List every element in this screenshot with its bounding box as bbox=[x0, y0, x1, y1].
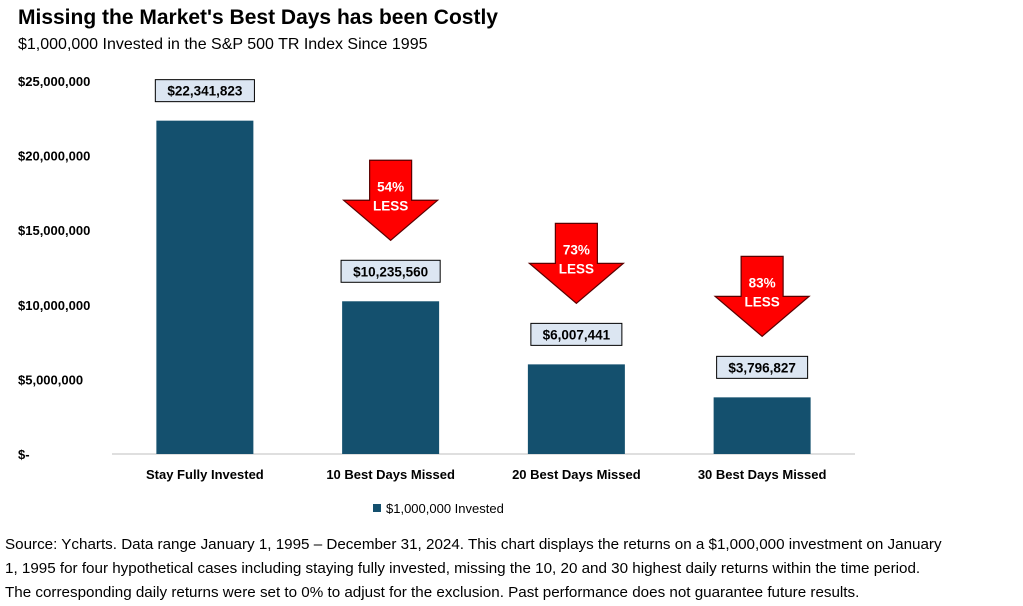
data-label-box bbox=[154, 79, 255, 103]
y-tick-label: $25,000,000 bbox=[18, 74, 90, 89]
bar-chart: $- $5,000,000 $10,000,000 $15,000,000 $20,00… bbox=[18, 74, 855, 516]
down-arrow-icon bbox=[341, 159, 440, 242]
data-label-box bbox=[716, 355, 809, 379]
annotation-percent: 54% bbox=[377, 179, 404, 194]
data-label: $3,796,827 bbox=[728, 360, 796, 375]
annotation-percent: 73% bbox=[563, 242, 590, 257]
annotation-less: LESS bbox=[744, 294, 779, 309]
x-tick-label: Stay Fully Invested bbox=[146, 467, 264, 482]
footnote-line-3: The corresponding daily returns were set… bbox=[5, 584, 860, 601]
legend-swatch bbox=[373, 504, 381, 512]
legend-label: $1,000,000 Invested bbox=[386, 501, 504, 516]
y-tick-label: $10,000,000 bbox=[18, 298, 90, 313]
y-tick-label: $- bbox=[18, 447, 30, 462]
data-label: $10,235,560 bbox=[353, 264, 428, 279]
data-label: $22,341,823 bbox=[167, 84, 243, 99]
chart-subtitle: $1,000,000 Invested in the S&P 500 TR In… bbox=[18, 36, 428, 53]
chart-title: Missing the Market's Best Days has been … bbox=[18, 6, 498, 29]
bar bbox=[342, 301, 440, 454]
x-tick-label: 30 Best Days Missed bbox=[698, 467, 827, 482]
annotation-less: LESS bbox=[373, 198, 408, 213]
y-tick-label: $15,000,000 bbox=[18, 223, 90, 238]
data-label-box bbox=[340, 259, 441, 283]
x-tick-label: 20 Best Days Missed bbox=[512, 467, 641, 482]
bar bbox=[156, 120, 254, 454]
footnote-line-1: Source: Ycharts. Data range January 1, 1… bbox=[5, 536, 942, 553]
bar bbox=[527, 364, 625, 454]
x-tick-label: 10 Best Days Missed bbox=[326, 467, 455, 482]
down-arrow-icon bbox=[713, 255, 811, 338]
y-tick-label: $5,000,000 bbox=[18, 372, 83, 387]
annotation-less: LESS bbox=[559, 261, 594, 276]
footnote-line-2: 1, 1995 for four hypothetical cases incl… bbox=[5, 560, 921, 577]
data-label-box bbox=[530, 322, 623, 346]
down-arrow-icon bbox=[527, 222, 626, 305]
y-tick-label: $20,000,000 bbox=[18, 149, 90, 164]
annotation-percent: 83% bbox=[749, 275, 776, 290]
data-label: $6,007,441 bbox=[543, 327, 611, 342]
bar bbox=[713, 397, 811, 454]
